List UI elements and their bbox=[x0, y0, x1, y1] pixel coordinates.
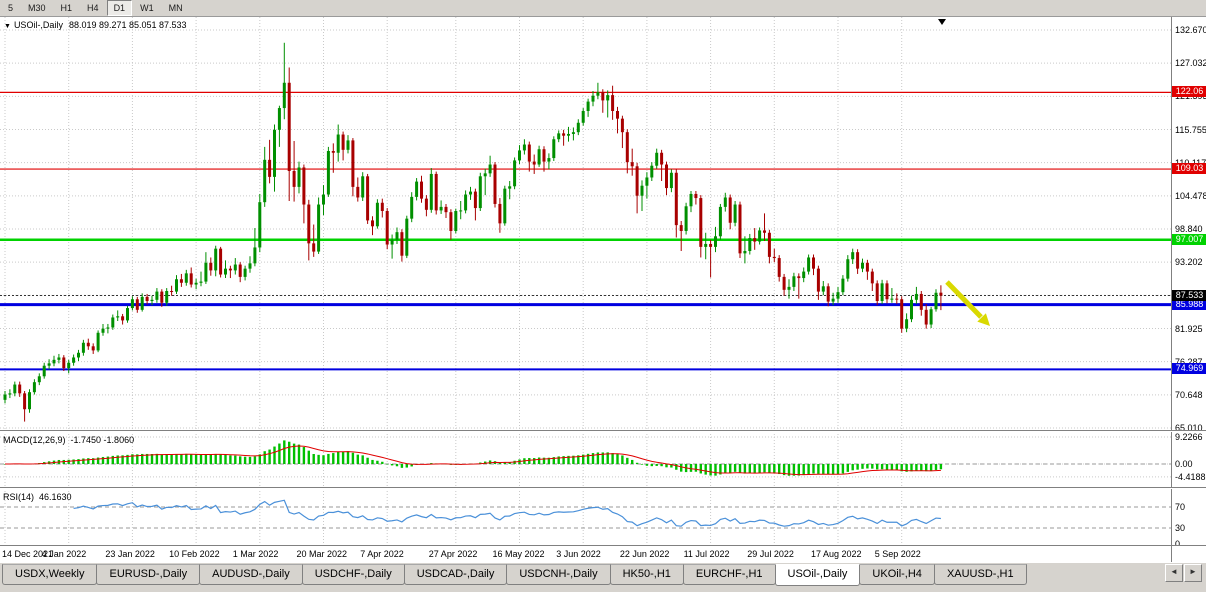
time-axis-label: 23 Jan 2022 bbox=[105, 549, 155, 559]
timeframe-button-h4[interactable]: H4 bbox=[87, 3, 99, 13]
tab-usdcnh-daily[interactable]: USDCNH-,Daily bbox=[506, 564, 611, 585]
chart-region[interactable]: ▼ USOil-,Daily 88.019 89.271 85.051 87.533… bbox=[0, 17, 1171, 546]
level-price-badge: 109.03 bbox=[1172, 163, 1206, 175]
time-axis-label: 27 Apr 2022 bbox=[428, 549, 478, 559]
rsi-line bbox=[73, 499, 941, 527]
time-axis-label: 20 Mar 2022 bbox=[296, 549, 348, 559]
tab-usdx-weekly[interactable]: USDX,Weekly bbox=[2, 564, 98, 585]
price-axis-tick: 110.117 bbox=[1175, 158, 1206, 168]
macd-signal-line bbox=[4, 445, 941, 476]
tab-eurusd-daily[interactable]: EURUSD-,Daily bbox=[96, 564, 201, 585]
rsi-indicator-label[interactable]: RSI(14) 46.1630 bbox=[3, 492, 72, 502]
tab-scroll-left-icon[interactable]: ◄ bbox=[1165, 564, 1183, 582]
tab-usdchf-daily[interactable]: USDCHF-,Daily bbox=[301, 564, 405, 585]
time-axis-label: 4 Jan 2022 bbox=[41, 549, 87, 559]
time-axis-label: 14 Dec 2021 bbox=[2, 549, 54, 559]
ohlc-readout: 88.019 89.271 85.051 87.533 bbox=[68, 20, 187, 30]
time-axis-label: 5 Sep 2022 bbox=[874, 549, 921, 559]
tab-ukoil-h4[interactable]: UKOil-,H4 bbox=[859, 564, 935, 585]
pane-splitter-rsi[interactable] bbox=[0, 487, 1206, 489]
price-axis-tick: 115.755 bbox=[1175, 124, 1206, 135]
timeframe-button-h1[interactable]: H1 bbox=[60, 3, 73, 13]
rsi-value: 46.1630 bbox=[39, 492, 72, 502]
price-axis-tick: 76.287 bbox=[1175, 356, 1203, 367]
timeframe-button-m30[interactable]: M30 bbox=[28, 3, 46, 13]
price-axis-tick: 81.925 bbox=[1175, 323, 1203, 334]
grid-lines bbox=[0, 17, 1171, 545]
indicator-level-lines bbox=[0, 463, 1171, 529]
level-price-badge: 122.06 bbox=[1172, 86, 1206, 98]
macd-axis-tick: -4.4188 bbox=[1175, 471, 1206, 482]
macd-axis-tick: 9.2266 bbox=[1175, 432, 1203, 443]
time-axis-label: 3 Jun 2022 bbox=[556, 549, 601, 559]
tab-scroll-right-icon[interactable]: ► bbox=[1184, 564, 1202, 582]
tab-usdcad-daily[interactable]: USDCAD-,Daily bbox=[403, 564, 508, 585]
time-axis-label: 29 Jul 2022 bbox=[747, 549, 794, 559]
axis-corner bbox=[1171, 545, 1206, 563]
price-axis-tick: 93.202 bbox=[1175, 257, 1203, 268]
rsi-axis-tick: 30 bbox=[1175, 523, 1186, 533]
symbol-readout: ▼ USOil-,Daily 88.019 89.271 85.051 87.533 bbox=[4, 20, 187, 30]
timeframe-button-d1[interactable]: D1 bbox=[106, 0, 133, 16]
time-axis-label: 7 Apr 2022 bbox=[360, 549, 404, 559]
timeframe-button-w1[interactable]: W1 bbox=[140, 3, 154, 13]
time-axis-label: 10 Feb 2022 bbox=[169, 549, 220, 559]
tab-xauusd-h1[interactable]: XAUUSD-,H1 bbox=[933, 564, 1027, 585]
chart-shift-marker[interactable] bbox=[938, 19, 946, 25]
price-axis-tick: 65.010 bbox=[1175, 423, 1203, 433]
price-axis-tick: 98.840 bbox=[1175, 224, 1203, 234]
timeframe-toolbar: 5 M30 H1 H4 D1 W1 MN bbox=[0, 0, 1206, 17]
time-axis-label: 17 Aug 2022 bbox=[811, 549, 862, 559]
time-axis-label: 11 Jul 2022 bbox=[683, 549, 730, 559]
symbol-menu-icon[interactable]: ▼ bbox=[4, 23, 11, 30]
rsi-title: RSI(14) bbox=[3, 492, 35, 502]
rsi-axis-tick: 0 bbox=[1175, 538, 1181, 549]
price-axis-tick: 104.478 bbox=[1175, 190, 1206, 201]
price-axis[interactable]: 132.670127.032121.393115.755110.117104.4… bbox=[1171, 17, 1206, 549]
tab-audusd-daily[interactable]: AUDUSD-,Daily bbox=[199, 564, 303, 585]
chart-tabs-bar: USDX,Weekly EURUSD-,Daily AUDUSD-,Daily USD… bbox=[0, 562, 1206, 592]
price-axis-tick: 127.032 bbox=[1175, 58, 1206, 69]
price-axis-tick: 70.648 bbox=[1175, 389, 1203, 400]
time-axis-label: 1 Mar 2022 bbox=[232, 549, 279, 559]
tab-nav: ◄ ► bbox=[1165, 564, 1204, 582]
time-axis-label: 16 May 2022 bbox=[492, 549, 545, 559]
tab-hk50-h1[interactable]: HK50-,H1 bbox=[609, 564, 684, 585]
macd-histogram bbox=[3, 440, 943, 476]
macd-title: MACD(12,26,9) bbox=[3, 435, 66, 445]
level-price-badge: 97.007 bbox=[1172, 233, 1206, 245]
time-axis[interactable]: 14 Dec 2021 4 Jan 2022 23 Jan 2022 10 Feb 2… bbox=[0, 545, 1171, 563]
macd-axis-tick: 0.00 bbox=[1175, 459, 1193, 469]
timeframe-button-5[interactable]: 5 bbox=[8, 3, 14, 13]
bid-price-badge: 87.533 bbox=[1172, 289, 1206, 301]
symbol-period-label: USOil-,Daily bbox=[13, 20, 63, 30]
pane-splitter-macd[interactable] bbox=[0, 430, 1206, 432]
level-price-badge: 74.969 bbox=[1172, 363, 1206, 375]
macd-indicator-label[interactable]: MACD(12,26,9) -1.7450 -1.8060 bbox=[3, 435, 134, 445]
trend-arrow-annotation[interactable] bbox=[945, 280, 990, 326]
candlestick-series[interactable] bbox=[3, 42, 943, 422]
chart-canvas[interactable] bbox=[0, 17, 1171, 546]
tab-eurchf-h1[interactable]: EURCHF-,H1 bbox=[682, 564, 776, 585]
rsi-axis-tick: 70 bbox=[1175, 502, 1186, 512]
timeframe-button-mn[interactable]: MN bbox=[168, 3, 183, 13]
level-price-badge: 85.988 bbox=[1172, 298, 1206, 310]
time-axis-label: 22 Jun 2022 bbox=[619, 549, 670, 559]
price-axis-tick: 132.670 bbox=[1175, 25, 1206, 35]
macd-values: -1.7450 -1.8060 bbox=[70, 435, 135, 445]
tab-usoil-daily[interactable]: USOil-,Daily bbox=[774, 564, 861, 586]
